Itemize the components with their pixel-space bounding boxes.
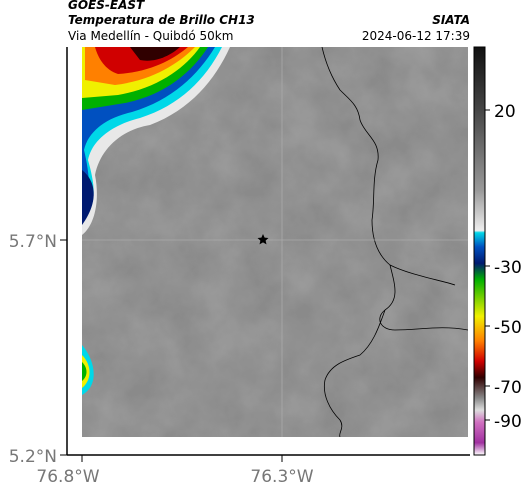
- colorbar-label: -50: [494, 318, 522, 338]
- colorbar-label: -30: [494, 258, 522, 278]
- lon-label: 76.3°W: [250, 467, 313, 487]
- route: Via Medellín - Quibdó 50km: [68, 29, 233, 43]
- lon-label: 76.8°W: [36, 467, 99, 487]
- map-image: [82, 47, 468, 437]
- lat-label: 5.2°N: [9, 447, 57, 467]
- lat-label: 5.7°N: [9, 232, 57, 252]
- colorbar-label: -90: [494, 412, 522, 432]
- colorbar-ticks: [485, 109, 490, 421]
- source: SIATA: [432, 13, 470, 27]
- subtitle: Temperatura de Brillo CH13: [68, 13, 255, 27]
- colorbar-label: -70: [494, 378, 522, 398]
- title: GOES-EAST: [68, 0, 145, 12]
- timestamp: 2024-06-12 17:39: [362, 29, 470, 43]
- colorbar: [473, 46, 486, 456]
- colorbar-label: 20: [494, 102, 516, 122]
